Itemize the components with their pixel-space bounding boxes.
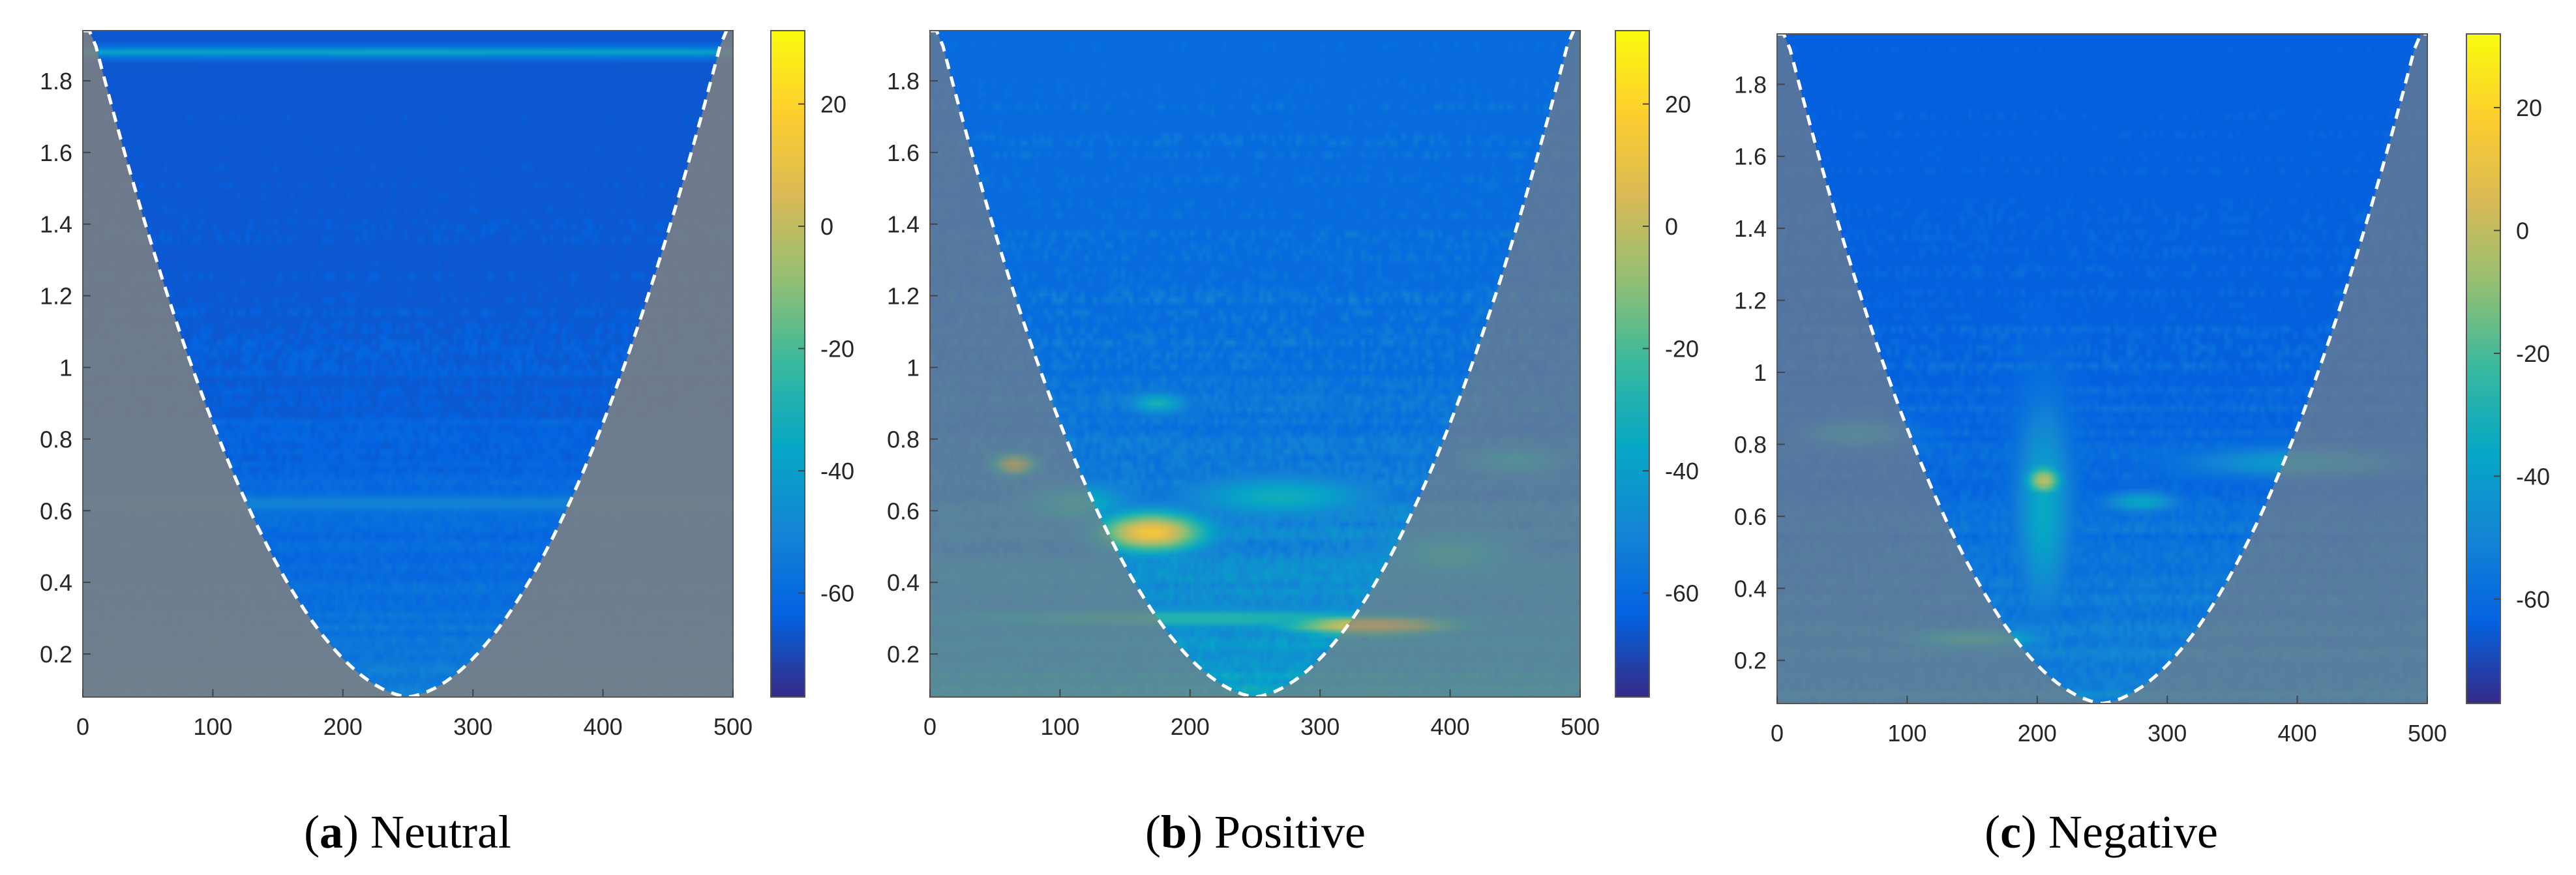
- y-tick-label: 1.2: [1734, 288, 1767, 314]
- y-tick-label: 1.8: [887, 68, 920, 95]
- colorbar-tick-label: -60: [2516, 586, 2550, 613]
- colorbar-tick-label: 0: [820, 213, 833, 240]
- x-tick-label: 500: [713, 713, 753, 740]
- colorbar-tick-label: -60: [1665, 580, 1699, 607]
- colorbar-ticks: 20 0 -20 -40 -60: [2494, 95, 2550, 613]
- colorbar-tick-label: 20: [1665, 91, 1691, 118]
- y-tick-label: 0.2: [1734, 647, 1767, 674]
- y-tick-label: 0.2: [887, 641, 920, 668]
- y-tick-label: 1.6: [1734, 143, 1767, 170]
- plot-frame: [1776, 33, 2428, 704]
- coi-shade: [930, 31, 1580, 697]
- coi-line: [83, 29, 733, 699]
- x-tick-label: 100: [1040, 713, 1079, 740]
- colorbar: [2466, 33, 2501, 704]
- y-tick-label: 0.6: [40, 497, 72, 524]
- colorbar-tick-label: -20: [820, 336, 854, 363]
- x-tick-label: 200: [1171, 713, 1210, 740]
- y-tick-label: 0.6: [887, 497, 920, 524]
- y-tick-label: 1: [1754, 359, 1767, 386]
- x-tick-label: 100: [1887, 720, 1926, 747]
- colorbar-tick-label: -20: [2516, 340, 2550, 367]
- colorbar-tick-label: -40: [1665, 458, 1699, 484]
- x-tick-label: 300: [2148, 720, 2187, 747]
- panel-caption: (a) Neutral: [304, 806, 511, 858]
- x-tick-label: 0: [1771, 720, 1784, 747]
- colorbar-ticks: 20 0 -20 -40 -60: [1643, 91, 1699, 607]
- panel-caption: (b) Positive: [1145, 806, 1366, 858]
- y-tick-label: 0.4: [1734, 575, 1767, 602]
- y-tick-label: 0.4: [40, 569, 72, 596]
- colorbar-tick-label: -40: [2516, 463, 2550, 490]
- x-tick-label: 300: [1300, 713, 1340, 740]
- coi-line: [930, 29, 1580, 699]
- plot-frame: [82, 30, 734, 698]
- panel-c: 0 100 200 300 400 500 0.20.40.60.811.21.41.61…: [1734, 32, 2550, 858]
- y-axis-ticks: 0.2 0.4 0.6 0.8 1 1.2 1.4 1.6 1.8: [1734, 71, 1785, 674]
- colorbar-tick-label: 20: [2516, 95, 2542, 121]
- colorbar: [1615, 30, 1650, 698]
- y-tick-label: 0.6: [1734, 503, 1767, 530]
- x-tick-label: 300: [453, 713, 492, 740]
- y-tick-label: 1.6: [887, 140, 920, 166]
- y-tick-label: 1.8: [40, 68, 72, 95]
- x-tick-label: 500: [1561, 713, 1600, 740]
- colorbar-tick-label: -60: [820, 580, 854, 607]
- colorbar-tick-label: 0: [1665, 213, 1678, 240]
- panel-b: 0 100 200 300 400 500 0.20.40.60.811.21.41.61…: [887, 29, 1699, 858]
- plot-frame: [929, 30, 1581, 698]
- colorbar-tick-label: -20: [1665, 336, 1699, 363]
- y-tick-label: 1: [59, 354, 72, 381]
- y-tick-label: 1.4: [887, 211, 920, 238]
- colorbar-tick-label: 20: [820, 91, 846, 118]
- colorbar-tick-label: 0: [2516, 218, 2529, 245]
- y-tick-label: 0.2: [40, 641, 72, 668]
- y-axis-ticks: 0.2 0.4 0.6 0.8 1 1.2 1.4 1.6 1.8: [887, 68, 938, 668]
- y-tick-label: 1.6: [40, 140, 72, 166]
- x-tick-label: 100: [193, 713, 232, 740]
- x-tick-label: 400: [2278, 720, 2317, 747]
- y-tick-label: 0.8: [1734, 431, 1767, 458]
- x-axis-ticks: 0 100 200 300 400 500: [76, 689, 753, 740]
- x-tick-label: 500: [2408, 720, 2447, 747]
- x-tick-label: 200: [323, 713, 363, 740]
- y-tick-label: 1.2: [887, 283, 920, 310]
- colorbar-tick-label: -40: [820, 458, 854, 484]
- x-axis-ticks: 0 100 200 300 400 500: [923, 689, 1600, 740]
- x-tick-label: 200: [2018, 720, 2057, 747]
- x-tick-label: 400: [1431, 713, 1470, 740]
- y-tick-label: 1.2: [40, 283, 72, 310]
- panel-a: 0 100 200 300 400 500 0.20.40.60.811.21.41.61…: [40, 29, 854, 858]
- y-tick-label: 0.8: [887, 426, 920, 452]
- colorbar-ticks: 20 0 -20 -40 -60: [798, 91, 854, 607]
- y-tick-label: 1.4: [1734, 215, 1767, 242]
- colorbar: [770, 30, 805, 698]
- panel-caption: (c) Negative: [1984, 806, 2218, 858]
- x-tick-label: 0: [76, 713, 89, 740]
- coi-shade: [1777, 34, 2427, 704]
- x-tick-label: 0: [923, 713, 936, 740]
- y-axis-ticks: 0.2 0.4 0.6 0.8 1 1.2 1.4 1.6 1.8: [40, 68, 91, 668]
- x-axis-ticks: 0 100 200 300 400 500: [1771, 696, 2447, 747]
- y-tick-label: 0.4: [887, 569, 920, 596]
- coi-shade: [83, 31, 733, 697]
- y-tick-label: 0.8: [40, 426, 72, 452]
- y-tick-label: 1.4: [40, 211, 72, 238]
- y-tick-label: 1.8: [1734, 71, 1767, 98]
- y-tick-label: 1: [906, 354, 920, 381]
- x-tick-label: 400: [584, 713, 623, 740]
